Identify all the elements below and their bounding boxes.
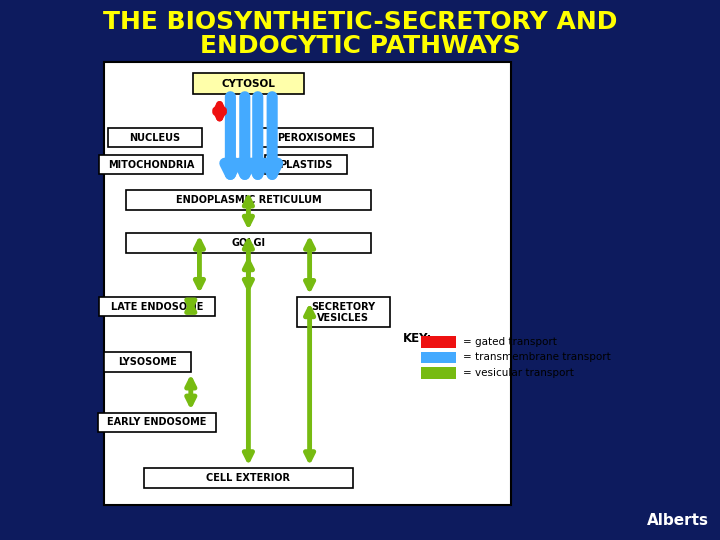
Bar bbox=[104, 62, 511, 505]
Bar bbox=[144, 468, 353, 488]
Bar bbox=[265, 155, 348, 174]
Text: PEROXISOMES: PEROXISOMES bbox=[277, 133, 356, 143]
Text: CELL EXTERIOR: CELL EXTERIOR bbox=[207, 473, 290, 483]
Bar bbox=[104, 352, 191, 372]
Text: EARLY ENDOSOME: EARLY ENDOSOME bbox=[107, 417, 207, 427]
Text: ENDOPLASMIC RETICULUM: ENDOPLASMIC RETICULUM bbox=[176, 195, 321, 205]
Bar bbox=[192, 73, 304, 94]
Text: NUCLEUS: NUCLEUS bbox=[129, 133, 181, 143]
Text: LYSOSOME: LYSOSOME bbox=[118, 357, 177, 367]
Text: GOLGI: GOLGI bbox=[231, 238, 266, 248]
Bar bbox=[297, 297, 390, 327]
Text: PLASTIDS: PLASTIDS bbox=[279, 160, 333, 170]
Text: SECRETORY
VESICLES: SECRETORY VESICLES bbox=[311, 302, 376, 322]
Bar bbox=[98, 413, 216, 432]
Bar bbox=[126, 190, 371, 210]
Bar bbox=[99, 155, 203, 174]
Bar bbox=[126, 233, 371, 253]
Bar bbox=[99, 297, 215, 316]
Text: ENDOCYTIC PATHWAYS: ENDOCYTIC PATHWAYS bbox=[199, 34, 521, 58]
Bar bbox=[421, 352, 456, 363]
Text: KEY:: KEY: bbox=[403, 332, 433, 345]
Bar bbox=[421, 367, 456, 379]
Bar bbox=[108, 128, 202, 147]
Text: = vesicular transport: = vesicular transport bbox=[463, 368, 574, 377]
Text: THE BIOSYNTHETIC-SECRETORY AND: THE BIOSYNTHETIC-SECRETORY AND bbox=[103, 10, 617, 33]
Bar bbox=[421, 336, 456, 348]
Text: = gated transport: = gated transport bbox=[463, 338, 557, 347]
Text: LATE ENDOSOME: LATE ENDOSOME bbox=[111, 302, 203, 312]
Text: = transmembrane transport: = transmembrane transport bbox=[463, 353, 611, 362]
Text: MITOCHONDRIA: MITOCHONDRIA bbox=[108, 160, 194, 170]
Text: CYTOSOL: CYTOSOL bbox=[222, 79, 275, 89]
Text: Alberts: Alberts bbox=[647, 513, 709, 528]
Bar bbox=[261, 128, 373, 147]
